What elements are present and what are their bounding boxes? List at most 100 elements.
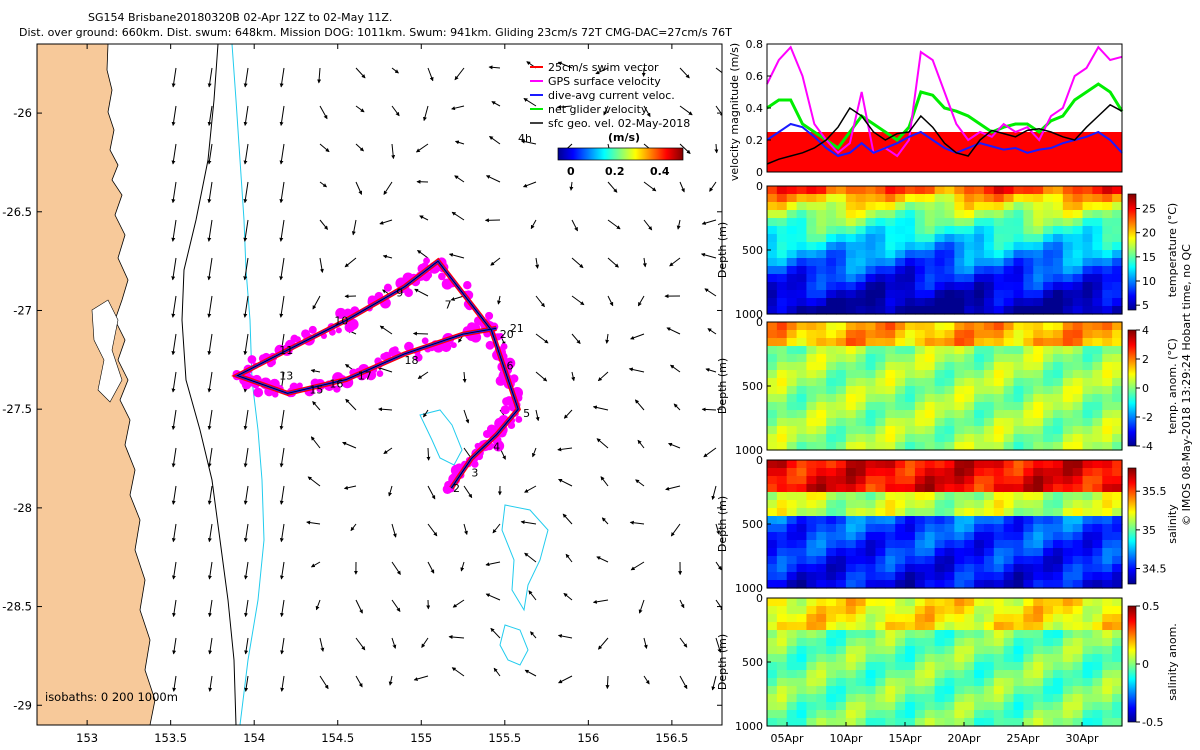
heat-cell: [1092, 500, 1103, 509]
heat-cell: [1062, 426, 1074, 435]
heat-cell: [796, 242, 808, 251]
heat-cell: [865, 476, 877, 485]
heat-cell: [767, 532, 778, 541]
heat-cell: [865, 614, 877, 623]
heat-cell: [1072, 580, 1084, 589]
geo-vector: [743, 676, 752, 678]
heat-cell: [1082, 386, 1094, 395]
geo-vector: [427, 67, 434, 82]
heat-cell: [1013, 540, 1024, 549]
geo-vector: [569, 181, 574, 191]
geo-vector: [601, 517, 609, 525]
heat-cell: [845, 274, 857, 283]
heat-cell: [895, 598, 906, 607]
heat-cell: [905, 614, 916, 623]
heat-cell: [1072, 186, 1084, 195]
heat-cell: [914, 686, 926, 695]
heat-cell: [1082, 468, 1094, 477]
heat-cell: [1052, 508, 1064, 517]
heat-cell: [983, 338, 995, 347]
heat-cell: [776, 418, 788, 427]
heat-cell: [1072, 500, 1084, 509]
heat-cell: [1052, 410, 1064, 419]
geo-vector: [535, 295, 545, 308]
heat-cell: [855, 718, 867, 727]
heat-cell: [895, 630, 906, 639]
heat-cell: [1092, 508, 1103, 517]
heat-cell: [993, 370, 1005, 379]
heat-cell: [875, 484, 886, 493]
heat-cell: [796, 282, 808, 291]
heat-cell: [806, 614, 817, 623]
heat-cell: [895, 572, 906, 581]
heat-cell: [776, 378, 788, 387]
heat-cell: [796, 484, 808, 493]
heat-cell: [954, 686, 965, 695]
geo-vector: [558, 675, 573, 684]
heat-cell: [845, 476, 857, 485]
heat-cell: [767, 402, 778, 411]
heat-cell: [993, 524, 1005, 533]
heat-cell: [964, 290, 975, 299]
heat-cell: [816, 226, 827, 235]
heat-cell: [914, 532, 926, 541]
heat-cell: [905, 258, 916, 267]
sec-ylabel: Depth (m): [716, 496, 729, 552]
heat-cell: [905, 468, 916, 477]
heat-cell: [796, 202, 808, 211]
heat-cell: [1092, 394, 1103, 403]
heat-cell: [974, 394, 985, 403]
heat-cell: [964, 266, 975, 275]
heat-cell: [767, 338, 778, 347]
heat-cell: [983, 662, 995, 671]
heat-cell: [836, 678, 847, 687]
gps-point: [500, 343, 508, 351]
heat-cell: [944, 678, 955, 687]
heat-cell: [875, 218, 886, 227]
heat-cell: [816, 468, 827, 477]
heat-cell: [786, 476, 798, 485]
heat-cell: [865, 524, 877, 533]
heat-cell: [914, 540, 926, 549]
heat-cell: [924, 274, 936, 283]
heat-cell: [914, 322, 926, 331]
heat-cell: [895, 354, 906, 363]
heat-cell: [1102, 598, 1113, 607]
heat-cell: [1102, 548, 1113, 557]
heat-cell: [767, 556, 778, 565]
heat-cell: [845, 434, 857, 443]
track-label: 10: [334, 314, 348, 327]
map-ytick-label: -27.5: [2, 402, 32, 416]
heat-cell: [905, 306, 916, 315]
heat-cell: [1082, 598, 1094, 607]
cbar-tick-label: 5: [1142, 299, 1149, 312]
heat-cell: [1013, 598, 1024, 607]
heat-cell: [895, 330, 906, 339]
heat-cell: [1023, 598, 1034, 607]
geo-vector: [454, 175, 465, 183]
heat-cell: [895, 476, 906, 485]
heat-cell: [895, 694, 906, 703]
cbar-tick-label: 35: [1142, 524, 1156, 537]
heat-cell: [786, 556, 798, 565]
heat-cell: [826, 386, 837, 395]
heat-cell: [776, 274, 788, 283]
heat-cell: [993, 250, 1005, 259]
heat-cell: [865, 500, 877, 509]
heat-cell: [934, 598, 946, 607]
heat-cell: [1023, 370, 1034, 379]
heat-cell: [1003, 614, 1015, 623]
heat-cell: [1033, 282, 1044, 291]
heat-cell: [924, 418, 936, 427]
heat-cell: [983, 322, 995, 331]
heat-cell: [796, 540, 808, 549]
geo-vector: [279, 181, 285, 204]
geo-vector: [391, 143, 396, 160]
heat-cell: [836, 606, 847, 615]
heat-cell: [993, 434, 1005, 443]
heat-cell: [993, 508, 1005, 517]
heat-cell: [1052, 548, 1064, 557]
geo-vector: [530, 631, 537, 639]
heat-cell: [924, 580, 936, 589]
heat-cell: [895, 678, 906, 687]
